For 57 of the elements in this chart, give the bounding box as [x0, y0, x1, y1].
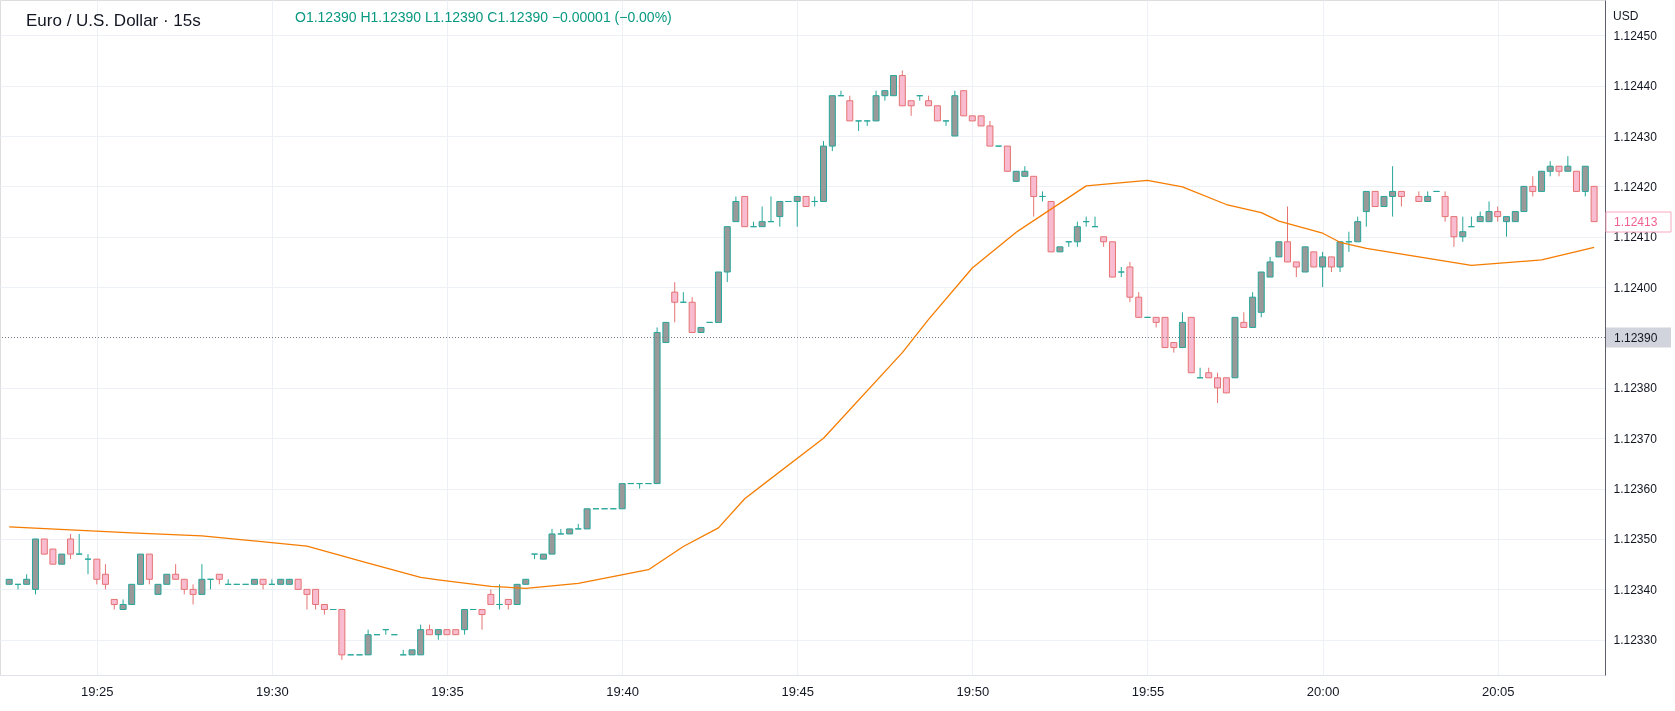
x-tick-label: 19:50 [956, 683, 990, 699]
x-tick-label: 20:00 [1306, 683, 1340, 699]
candlestick [846, 95, 854, 122]
candlestick [75, 533, 83, 555]
x-tick-label: 19:45 [781, 683, 815, 699]
candlestick [776, 200, 784, 228]
candlestick [1572, 170, 1580, 192]
ref-line-label: 1.12390 [1614, 330, 1658, 345]
candlestick [84, 553, 92, 575]
candlestick [478, 609, 486, 631]
y-tick-label: 1.12380 [1613, 381, 1658, 396]
candlestick [758, 206, 766, 228]
y-tick-label: 1.12400 [1613, 280, 1658, 295]
candlestick [1354, 216, 1362, 243]
candlestick [93, 558, 101, 585]
y-tick-label: 1.12410 [1613, 230, 1658, 245]
candlestick [1415, 190, 1423, 202]
candlestick [1030, 175, 1038, 218]
text: 1.12413 [1614, 215, 1658, 229]
y-tick-label: 1.12450 [1613, 28, 1658, 43]
x-tick-label: 20:05 [1481, 683, 1515, 699]
candlestick [1214, 372, 1222, 404]
candlestick [1319, 251, 1327, 288]
y-tick-label: 1.12360 [1613, 482, 1658, 497]
text: USD [1613, 9, 1639, 23]
candlestick [1502, 216, 1510, 238]
candlestick [1459, 216, 1467, 243]
y-tick-label: 1.12340 [1613, 582, 1658, 597]
candlestick [732, 195, 740, 223]
y-tick-label: 1.12370 [1613, 431, 1658, 446]
text: Euro / U.S. Dollar · 15s [26, 11, 201, 30]
candlestick [855, 120, 863, 132]
candlestick [793, 195, 801, 228]
y-tick-label: 1.12420 [1613, 179, 1658, 194]
candlestick [198, 563, 206, 595]
x-tick-label: 19:55 [1131, 683, 1165, 699]
candlestick [461, 609, 469, 636]
candlestick [1362, 190, 1370, 228]
candlestick [1073, 221, 1081, 248]
y-tick-label: 1.12440 [1613, 79, 1658, 94]
candlestick [1538, 170, 1546, 192]
x-tick-label: 19:25 [80, 683, 114, 699]
candlestick [1529, 175, 1537, 197]
candlestick [583, 508, 591, 530]
x-tick-label: 19:30 [256, 683, 289, 699]
candlestick [67, 533, 75, 560]
candlestick [671, 281, 679, 323]
candlestick [1284, 206, 1292, 263]
candlestick [101, 563, 109, 590]
x-tick-label: 19:40 [606, 683, 639, 699]
line-series [8, 179, 1595, 590]
y-tick-label: 1.12330 [1613, 633, 1658, 648]
y-tick-label: 1.12350 [1613, 532, 1658, 547]
x-tick-label: 19:35 [431, 683, 464, 699]
candlestick [942, 120, 950, 127]
y-tick-label: 1.12430 [1613, 129, 1658, 144]
annotation: O1.12390 H1.12390 L1.12390 C1.12390 −0.00001 (−0.00%) [295, 9, 672, 25]
